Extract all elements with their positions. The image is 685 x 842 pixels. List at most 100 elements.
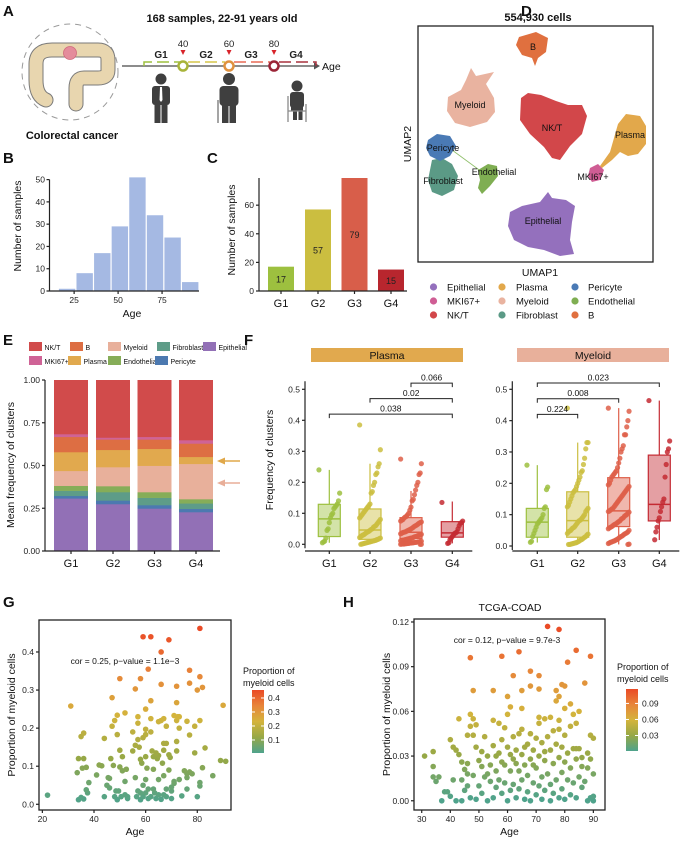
scatter-point [516, 786, 522, 792]
data-point [439, 499, 445, 506]
scatter-point [539, 796, 545, 803]
scatter-point [553, 687, 559, 694]
scatter-point [135, 736, 141, 743]
scatter-point [194, 687, 201, 693]
bar-value-label: 57 [313, 246, 323, 256]
scatter-point [184, 718, 190, 725]
scatter-point [507, 787, 514, 794]
scatter-point [137, 675, 144, 682]
scatter-point [490, 794, 497, 801]
scatter-point [530, 780, 537, 786]
scatter-point [96, 762, 102, 768]
data-point [357, 534, 363, 541]
panel-label-h: H [343, 594, 354, 611]
bar-value-label: 17 [276, 274, 286, 284]
x-axis-title: Age [123, 308, 142, 320]
scatter-point [132, 742, 139, 749]
scatter-point [160, 791, 167, 798]
scatter-point [470, 687, 477, 694]
x-tick-label: 40 [446, 814, 456, 824]
x-tick-label: 80 [560, 814, 570, 824]
scatter-point [564, 750, 571, 756]
scatter-point [176, 725, 183, 731]
scatter-point [536, 714, 542, 721]
x-tick-label: G1 [530, 558, 545, 570]
x-tick-label: G1 [64, 558, 79, 570]
scatter-point [524, 741, 531, 747]
scatter-point [584, 750, 591, 756]
bar-g2 [305, 209, 331, 291]
colorbar-tick-label: 0.2 [268, 721, 280, 731]
scatter-point [142, 731, 149, 738]
scatter-point [496, 720, 502, 727]
colorbar-tick-label: 0.3 [268, 707, 280, 717]
scatter-point [135, 713, 141, 720]
data-point [565, 541, 572, 548]
x-axis-title: UMAP1 [522, 267, 558, 279]
scatter-point [110, 762, 117, 769]
scatter-point [470, 732, 477, 739]
scatter-point [117, 747, 123, 754]
stacked-segment-fibroblast [96, 492, 130, 501]
bar-value-label: 15 [386, 276, 396, 286]
scatter-point [140, 633, 146, 640]
cohort-title: 168 samples, 22-91 years old [146, 13, 297, 25]
data-point [413, 487, 419, 493]
data-point [564, 504, 570, 510]
data-point [564, 530, 570, 537]
cutoff-triangle-icon [180, 50, 186, 55]
scatter-point [129, 748, 136, 754]
umap-cluster-myeloid [447, 68, 495, 127]
scatter-point [117, 675, 123, 682]
scatter-point [527, 668, 534, 674]
scatter-point [473, 744, 479, 750]
scatter-point [567, 792, 574, 798]
y-tick-label: 0.03 [392, 751, 409, 761]
scatter-point [504, 744, 511, 750]
scatter-point [168, 795, 175, 802]
scatter-point [123, 766, 130, 773]
scatter-point [148, 633, 154, 640]
scatter-point [117, 764, 123, 770]
group-segment-g1 [143, 61, 180, 66]
stacked-segment-plasma [137, 448, 172, 466]
panel-a-study-design: A 168 samples, 22-91 years old Colorecta… [3, 3, 341, 142]
scatter-point [513, 794, 519, 801]
x-tick-label: G4 [445, 558, 460, 570]
scatter-point [119, 753, 126, 760]
scatter-point [133, 793, 140, 800]
scatter-point [499, 759, 505, 765]
scatter-point [490, 687, 497, 694]
data-point [654, 524, 660, 530]
legend-dot [498, 283, 506, 291]
umap-cluster-endothelial [478, 164, 498, 194]
scatter-point [447, 793, 454, 800]
scatter-point [559, 786, 565, 792]
scatter-point [433, 778, 439, 785]
scatter-point [186, 667, 193, 674]
y-tick-label: 0.2 [22, 723, 34, 733]
timeline-axis-label: Age [322, 61, 341, 73]
scatter-point [135, 720, 141, 726]
scatter-point [176, 713, 183, 720]
stacked-segment-myeloid [96, 467, 130, 487]
scatter-point [109, 723, 115, 730]
group-label-g2: G2 [199, 50, 213, 61]
scatter-point [163, 786, 170, 792]
data-point [527, 539, 534, 545]
x-tick-label: 90 [589, 814, 599, 824]
scatter-point [510, 756, 517, 762]
stacked-segment-epithelial [179, 512, 213, 552]
legend-label: NK/T [45, 345, 62, 352]
stacked-segment-mki67 [54, 434, 88, 438]
histogram-bar [129, 177, 146, 291]
cutoff-age-label: 40 [178, 39, 189, 50]
p-value-label: 0.066 [421, 373, 443, 383]
bar-g1 [268, 266, 294, 291]
data-point [370, 482, 377, 488]
scatter-point [209, 772, 216, 779]
scatter-point [550, 760, 557, 767]
scatter-point [461, 766, 468, 773]
y-axis-title: Number of samples [12, 180, 24, 271]
y-tick-label: 0.3 [495, 447, 507, 457]
